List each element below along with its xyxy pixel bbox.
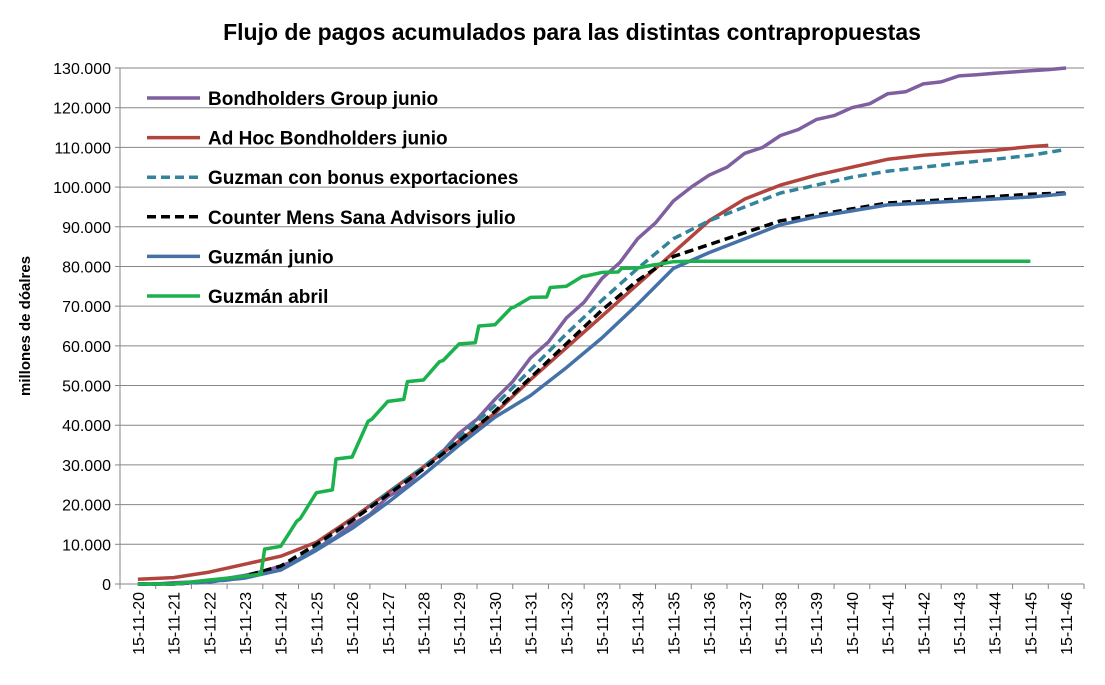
x-tick-label: 15-11-31 (524, 592, 541, 655)
legend-label: Bondholders Group junio (208, 89, 438, 110)
series-lines (137, 66, 1067, 586)
x-tick-label: 15-11-37 (738, 592, 755, 655)
axes (119, 68, 1084, 585)
x-tick-label: 15-11-36 (702, 592, 719, 655)
x-tick-label: 15-11-33 (595, 592, 612, 655)
x-tick-labels: 15-11-20 15-11-21 15-11-22 15-11-23 15-11-24… (131, 592, 1076, 655)
y-tick-label: 50.000 (62, 379, 111, 396)
y-tick-label: 90.000 (62, 220, 111, 237)
x-tick-label: 15-11-25 (309, 592, 326, 655)
y-tick-label: 20.000 (62, 498, 111, 515)
gridlines (115, 67, 1085, 589)
y-tick-label: 40.000 (62, 418, 111, 435)
x-tick-label: 15-11-46 (1059, 592, 1076, 655)
series-line-4 (137, 192, 1067, 586)
y-tick-label: 70.000 (62, 299, 111, 316)
x-tick-label: 15-11-30 (488, 592, 505, 655)
x-tick-label: 15-11-38 (774, 592, 791, 655)
y-axis-label: millones de dóalres (17, 256, 34, 396)
x-tick-label: 15-11-39 (809, 592, 826, 655)
series-line-5 (137, 259, 1031, 586)
y-tick-label: 120.000 (53, 101, 111, 118)
x-tick-label: 15-11-44 (988, 592, 1005, 655)
y-tick-label: 110.000 (54, 140, 111, 157)
y-tick-label: 130.000 (53, 61, 111, 78)
x-tick-label: 15-11-24 (274, 592, 291, 655)
legend-label: Ad Hoc Bondholders junio (208, 129, 448, 150)
series-line-3 (137, 191, 1067, 586)
legend: Bondholders Group junio Ad Hoc Bondholder… (147, 89, 518, 308)
y-tick-label: 0 (102, 577, 111, 594)
x-tick-label: 15-11-42 (916, 592, 933, 655)
y-tick-labels: 0 10.000 20.000 30.000 40.000 50.000 60.000 70.… (53, 61, 111, 594)
y-tick-label: 30.000 (62, 458, 111, 475)
legend-label: Guzmán abril (208, 287, 328, 308)
x-tick-label: 15-11-43 (952, 592, 969, 655)
y-tick-label: 10.000 (62, 537, 111, 554)
x-tick-label: 15-11-28 (416, 592, 433, 655)
x-tick-label: 15-11-27 (381, 592, 398, 655)
y-tick-label: 100.000 (53, 180, 111, 197)
series-line-1 (137, 143, 1049, 581)
x-tick-label: 15-11-23 (238, 592, 255, 655)
x-tick-label: 15-11-32 (559, 592, 576, 655)
x-tick-label: 15-11-45 (1023, 592, 1040, 655)
legend-label: Counter Mens Sana Advisors julio (208, 208, 516, 229)
x-tick-label: 15-11-26 (345, 592, 362, 655)
y-tick-label: 80.000 (62, 259, 111, 276)
x-tick-label: 15-11-35 (666, 592, 683, 655)
y-tick-label: 60.000 (62, 339, 111, 356)
legend-label: Guzman con bonus exportaciones (208, 168, 518, 189)
legend-label: Guzmán junio (208, 247, 334, 268)
x-tick-label: 15-11-20 (131, 592, 148, 655)
x-tick-label: 15-11-40 (845, 592, 862, 655)
chart-title: Flujo de pagos acumulados para las disti… (223, 19, 921, 45)
x-tick-label: 15-11-22 (202, 592, 219, 655)
x-tick-label: 15-11-21 (167, 592, 184, 655)
x-tick-label: 15-11-34 (631, 592, 648, 655)
x-tick-label: 15-11-41 (881, 592, 898, 655)
x-tick-label: 15-11-29 (452, 592, 469, 655)
